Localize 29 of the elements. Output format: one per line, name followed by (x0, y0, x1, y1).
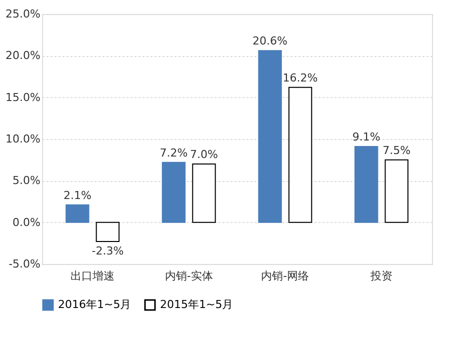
text: 2.1% (63, 188, 92, 202)
y-tick-label: 15.0% (6, 90, 40, 104)
y-tick-label: 20.0% (6, 49, 40, 62)
text: -2.3% (92, 244, 124, 258)
bar (162, 162, 186, 223)
x-tick-label: 内销-实体 (164, 270, 213, 282)
y-tick-label: 10.0% (6, 132, 40, 146)
legend-label: 2015年1~5月 (160, 298, 234, 311)
x-tick-label: 出口增速 (70, 270, 115, 282)
y-tick-label: -5.0% (8, 258, 40, 270)
x-tick-label: 投资 (369, 270, 392, 282)
bar (192, 164, 216, 223)
bar (288, 86, 312, 223)
legend-label: 2016年1~5月 (58, 298, 132, 311)
x-tick-label: 内销-网络 (261, 270, 310, 282)
text: 7.2% (160, 146, 188, 160)
text: 9.1% (352, 130, 380, 144)
bar (258, 50, 282, 223)
y-tick-label: 0.0% (12, 216, 40, 229)
bar (66, 204, 90, 223)
text: 7.0% (190, 148, 218, 161)
bar (354, 146, 378, 223)
text: 16.2% (282, 71, 318, 84)
bar (384, 159, 408, 223)
text: 7.5% (382, 144, 411, 157)
text: 20.6% (252, 34, 288, 48)
bar (96, 222, 120, 242)
y-tick-label: 5.0% (12, 174, 40, 188)
y-tick-label: 25.0% (6, 8, 40, 20)
